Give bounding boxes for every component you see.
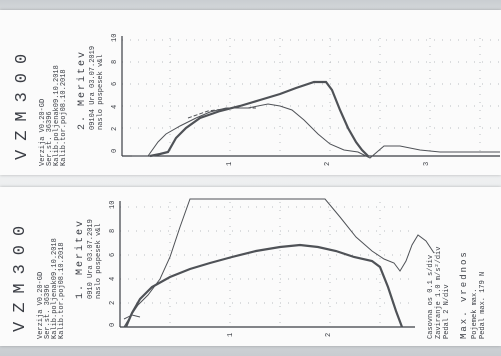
record-line-1: 09104 Ura 03.07.2019 <box>89 46 97 130</box>
x-tick-labels: 1 2 3 <box>226 162 431 166</box>
y-tick: 4 <box>111 105 119 109</box>
y-tick: 0 <box>111 149 119 153</box>
y-tick: 6 <box>109 253 117 257</box>
dot-grid <box>122 38 500 155</box>
record-line-1: 0910 Ura 03.07.2019 <box>87 219 95 299</box>
header-line-3: Kalib.poljenak09.10.2018 <box>53 65 61 166</box>
x-tick: 3 <box>423 162 431 166</box>
y-tick: 10 <box>111 34 119 42</box>
y-tick: 4 <box>109 277 117 281</box>
x-tick: 2 <box>324 162 332 166</box>
x-tick: 1 <box>226 162 234 166</box>
brand-label: VZM300 <box>13 45 32 160</box>
pedal-force-trace <box>123 198 435 328</box>
trace-start-blip <box>123 314 141 320</box>
strip-bottom-header: VZM300 Verzija V0.20-GD Ser.st. 36396 Ka… <box>11 217 103 339</box>
y-tick: 6 <box>111 82 119 86</box>
dot-grid <box>120 202 415 325</box>
y-tick: 10 <box>109 201 117 209</box>
record-line-2: naslo pospesek v&l <box>95 223 103 299</box>
header-line-1: Verzija V0.20-GD <box>39 99 47 166</box>
strip-bottom-footer: Casovna os 0.1 s/div Zaviranje 1.0 m/s²/… <box>427 247 487 339</box>
strip-top-graphic: VZM300 Verzija V0.20-GD Ser.st. 36396 Ka… <box>13 34 500 166</box>
y-tick: 2 <box>109 301 117 305</box>
pedal-force-trace-dashed <box>187 107 256 119</box>
y-tick: 2 <box>111 127 119 131</box>
y-tick-labels: 10 8 6 4 2 0 <box>109 201 117 327</box>
footer-line-4: Max. vrednos <box>459 250 469 339</box>
x-tick: 2 <box>325 333 333 337</box>
record-title: 2. Meritev <box>76 50 88 130</box>
header-line-3: Kalib.poljenak09.10.2018 <box>51 238 59 339</box>
footer-line-6: Pedal max. 179 N <box>479 272 487 339</box>
record-line-2: naslo pospesek v&l <box>97 54 105 130</box>
header-line-1: Verzija V0.20-GD <box>37 272 45 339</box>
footer-line-3: Pedal 2 N/div <box>443 284 451 339</box>
y-tick: 8 <box>109 229 117 233</box>
footer-line-2: Zaviranje 1.0 m/s²/div <box>435 247 443 339</box>
header-line-2: Ser.st. 36396 <box>44 284 52 339</box>
header-line-2: Ser.st. 36396 <box>46 111 54 166</box>
footer-line-5: Pojemek max. <box>471 289 479 339</box>
footer-line-1: Casovna os 0.1 s/div <box>427 255 435 339</box>
strip-top-header: VZM300 Verzija V0.20-GD Ser.st. 36396 Ka… <box>13 45 105 166</box>
y-tick: 0 <box>109 323 117 327</box>
header-line-4: Kalib.tor.poj08.10.2018 <box>58 242 66 339</box>
header-line-4: Kalib.tor.poj08.10.2018 <box>60 69 68 166</box>
x-tick-labels: 1 2 <box>227 333 333 337</box>
record-title: 1. Meritev <box>74 219 86 299</box>
deceleration-trace <box>124 243 404 328</box>
pedal-force-trace <box>132 103 500 159</box>
x-tick: 1 <box>227 333 235 337</box>
strip-bottom-graphic: VZM300 Verzija V0.20-GD Ser.st. 36396 Ka… <box>11 198 487 339</box>
recording-strip-top: VZM300 Verzija V0.20-GD Ser.st. 36396 Ka… <box>0 10 501 175</box>
recording-strip-bottom: VZM300 Verzija V0.20-GD Ser.st. 36396 Ka… <box>0 187 501 346</box>
deceleration-trace <box>149 80 369 158</box>
y-tick-labels: 10 8 6 4 2 0 <box>111 34 119 153</box>
y-tick: 8 <box>111 60 119 64</box>
brand-label: VZM300 <box>11 217 30 332</box>
